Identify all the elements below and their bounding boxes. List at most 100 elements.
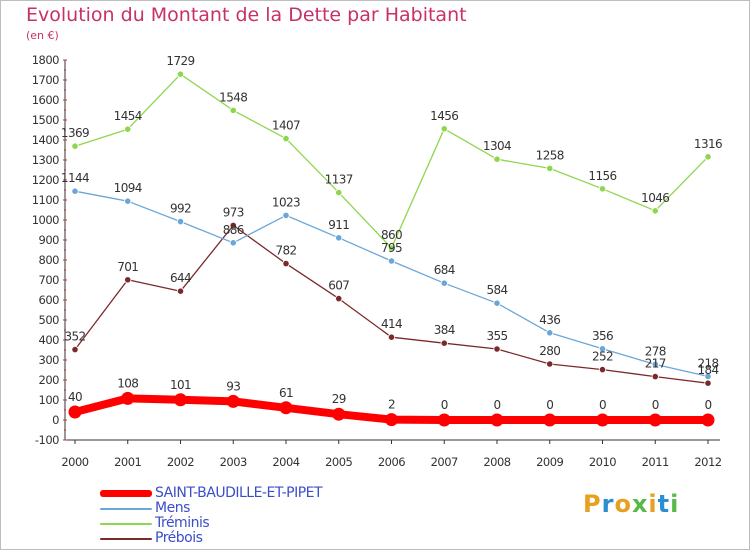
data-label: 701 — [117, 260, 138, 274]
data-point — [704, 372, 712, 380]
data-label: 782 — [275, 244, 296, 258]
data-label: 992 — [170, 202, 191, 216]
data-label: 40 — [68, 390, 82, 404]
data-point — [335, 189, 343, 197]
logo-letter: x — [631, 490, 649, 518]
data-label: 0 — [441, 398, 448, 412]
data-point — [335, 234, 343, 242]
data-point — [596, 413, 609, 427]
data-point — [387, 244, 396, 252]
logo-letter: P — [583, 490, 602, 518]
data-point — [701, 413, 715, 427]
y-tick-label: 1500 — [32, 113, 59, 127]
legend-swatch — [100, 490, 152, 497]
data-point — [124, 197, 132, 205]
data-point — [282, 211, 290, 219]
data-point — [704, 153, 712, 161]
data-point — [387, 333, 396, 341]
data-point — [68, 405, 82, 419]
data-point — [279, 401, 293, 415]
x-tick-label: 2004 — [272, 455, 299, 469]
line-chart: -100010020030040050060070080090010001100… — [32, 53, 723, 469]
data-point — [229, 239, 237, 247]
y-tick-label: 700 — [39, 273, 60, 287]
y-tick-label: 1600 — [32, 93, 59, 107]
data-point — [440, 125, 448, 133]
x-tick-label: 2001 — [114, 455, 141, 469]
y-tick-label: 1800 — [32, 53, 59, 67]
data-label: 280 — [539, 344, 560, 358]
x-tick-label: 2005 — [325, 455, 352, 469]
data-label: 1456 — [430, 109, 458, 123]
data-point — [651, 372, 659, 381]
logo-letter: r — [601, 490, 615, 518]
data-point — [335, 294, 343, 303]
data-label: 644 — [170, 271, 191, 285]
legend-label: Prébois — [155, 530, 203, 546]
data-label: 278 — [645, 344, 666, 358]
y-tick-label: 1200 — [32, 173, 59, 187]
data-label: 1258 — [536, 148, 564, 162]
x-tick-label: 2008 — [483, 455, 510, 469]
data-point — [332, 407, 346, 421]
data-label: 1316 — [694, 137, 722, 151]
legend-swatch — [100, 523, 152, 525]
logo-letter: t — [657, 490, 671, 518]
data-point — [651, 360, 659, 368]
y-tick-label: 100 — [39, 393, 60, 407]
data-point — [226, 394, 240, 408]
data-point — [176, 70, 185, 78]
data-label: 414 — [381, 317, 402, 331]
data-label: 61 — [279, 386, 293, 400]
data-label: 684 — [434, 263, 455, 277]
data-point — [121, 391, 135, 405]
y-tick-label: 1400 — [32, 133, 59, 147]
data-point — [124, 276, 132, 284]
data-label: 1137 — [325, 173, 353, 187]
data-point — [71, 142, 79, 150]
data-point — [229, 221, 237, 229]
data-point — [490, 413, 504, 427]
data-label: 217 — [645, 357, 666, 371]
data-point — [385, 413, 398, 427]
data-label: 0 — [652, 398, 659, 412]
data-label: 352 — [64, 330, 85, 344]
proxiti-logo: Proxiti — [583, 490, 679, 518]
y-tick-label: 600 — [39, 293, 60, 307]
data-label: 584 — [486, 283, 507, 297]
y-tick-label: 500 — [39, 313, 60, 327]
data-label: 1729 — [166, 54, 194, 68]
data-label: 795 — [381, 241, 402, 255]
data-label: 252 — [592, 350, 613, 364]
y-tick-label: 1700 — [32, 73, 59, 87]
y-tick-label: 1100 — [32, 193, 59, 207]
data-point — [493, 345, 501, 353]
data-point — [282, 259, 290, 268]
data-point — [229, 106, 237, 115]
y-tick-label: 300 — [39, 353, 60, 367]
logo-letter: o — [614, 490, 632, 518]
data-label: 973 — [223, 205, 244, 219]
x-tick-label: 2003 — [220, 455, 247, 469]
data-label: 29 — [332, 392, 346, 406]
chart-title: Evolution du Montant de la Dette par Hab… — [26, 4, 467, 26]
legend-label: Mens — [155, 500, 190, 516]
logo-letter: i — [648, 490, 658, 518]
data-point — [648, 413, 662, 427]
data-label: 1094 — [114, 181, 142, 195]
data-point — [282, 135, 290, 143]
x-tick-label: 2010 — [589, 455, 616, 469]
data-label: 1454 — [114, 109, 142, 123]
y-tick-label: 0 — [52, 413, 59, 427]
data-point — [598, 365, 607, 374]
data-label: 1023 — [272, 195, 300, 209]
data-label: 0 — [704, 398, 711, 412]
data-point — [176, 218, 185, 226]
legend-swatch — [100, 508, 152, 510]
data-point — [440, 279, 448, 287]
data-label: 0 — [493, 398, 500, 412]
x-tick-label: 2012 — [694, 455, 721, 469]
data-label: 0 — [599, 398, 606, 412]
y-tick-label: 200 — [39, 373, 60, 387]
